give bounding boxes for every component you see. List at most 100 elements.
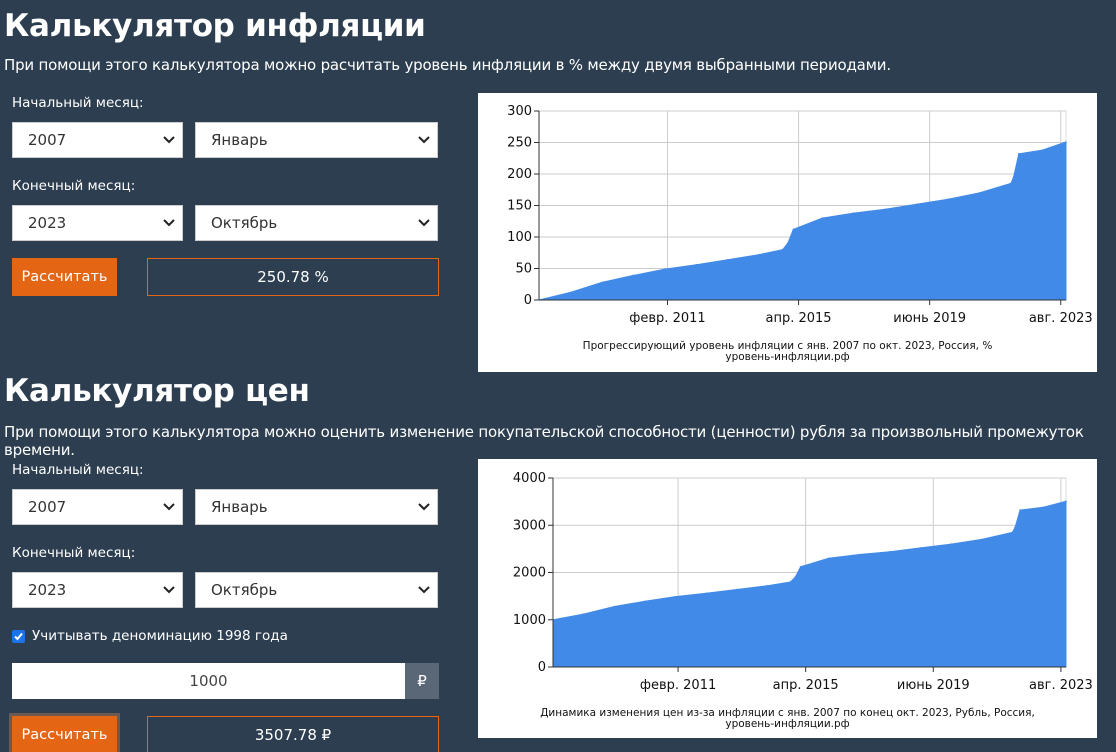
prices-calc-button[interactable]: Рассчитать <box>9 713 120 752</box>
y-tick-label: 250 <box>507 136 532 151</box>
inflation-end-month-value: Октябрь <box>211 214 278 232</box>
inflation-start-year-select[interactable]: 2007 <box>12 122 183 158</box>
inflation-end-label: Конечный месяц: <box>12 178 136 194</box>
y-tick-label: 50 <box>515 262 532 277</box>
prices-chart-caption-source: уровень-инфляции.рф <box>725 718 850 730</box>
data-point <box>1010 182 1012 185</box>
data-point <box>787 241 789 244</box>
chevron-down-icon <box>418 219 430 227</box>
inflation-start-month-select[interactable]: Январь <box>195 122 438 158</box>
prices-start-year-select[interactable]: 2007 <box>12 489 183 525</box>
inflation-end-month-select[interactable]: Октябрь <box>195 205 438 241</box>
data-point <box>799 566 802 568</box>
data-point <box>569 291 572 294</box>
prices-chart: 0 1000 2000 3000 4000 февр. 2011 апр. 2015 июнь… <box>478 459 1097 738</box>
x-tick-label: апр. 2015 <box>766 311 832 326</box>
prices-description: При помощи этого калькулятора можно оцен… <box>4 423 1084 459</box>
data-point <box>947 198 949 200</box>
y-tick-label: 4000 <box>513 471 546 486</box>
data-point <box>1014 526 1016 529</box>
prices-start-year-value: 2007 <box>28 498 67 516</box>
prices-end-year-value: 2023 <box>28 581 67 599</box>
data-point <box>852 212 855 214</box>
inflation-start-month-value: Январь <box>211 131 268 149</box>
data-point <box>601 281 603 284</box>
data-point <box>919 547 922 549</box>
inflation-start-year-value: 2007 <box>28 131 67 149</box>
prices-end-year-select[interactable]: 2023 <box>12 572 183 608</box>
prices-result: 3507.78 ₽ <box>147 716 439 752</box>
data-point <box>794 576 797 578</box>
inflation-start-label: Начальный месяц: <box>12 95 144 111</box>
y-tick-label: 0 <box>538 660 546 675</box>
x-tick-label: авг. 2023 <box>1029 678 1093 693</box>
x-tick-label: июнь 2019 <box>897 678 970 693</box>
y-tick-label: 0 <box>524 293 532 308</box>
prices-chart-caption: Динамика изменения цен из-за инфляции с … <box>478 708 1097 730</box>
chevron-down-icon <box>418 586 430 594</box>
x-tick-label: февр. 2011 <box>640 678 716 693</box>
series-area <box>538 141 1067 301</box>
y-tick-label: 300 <box>507 104 532 119</box>
inflation-chart-caption-source: уровень-инфляции.рф <box>725 351 850 363</box>
y-tick-label: 3000 <box>513 518 546 533</box>
prices-end-month-select[interactable]: Октябрь <box>195 572 438 608</box>
data-point <box>613 605 616 608</box>
data-point <box>1041 149 1044 151</box>
data-point <box>978 192 981 194</box>
data-point <box>632 274 635 277</box>
data-point <box>950 543 952 545</box>
data-point <box>1065 141 1067 143</box>
prices-chart-svg: 0 1000 2000 3000 4000 февр. 2011 апр. 2015 июнь… <box>513 471 1093 693</box>
data-point <box>644 600 646 603</box>
data-point <box>858 553 861 556</box>
inflation-calc-button[interactable]: Рассчитать <box>12 258 117 296</box>
amount-input[interactable]: 1000 <box>12 663 405 699</box>
inflation-end-year-select[interactable]: 2023 <box>12 205 183 241</box>
data-point <box>1065 500 1067 503</box>
data-point <box>758 253 760 256</box>
prices-start-month-value: Январь <box>211 498 268 516</box>
chevron-down-icon <box>163 136 175 144</box>
y-tick-label: 150 <box>507 199 532 214</box>
data-point <box>1042 506 1044 509</box>
x-tick-label: февр. 2011 <box>629 311 705 326</box>
inflation-description: При помощи этого калькулятора можно расч… <box>4 56 891 74</box>
data-point <box>766 584 769 587</box>
denomination-label: Учитывать деноминацию 1998 года <box>32 628 288 644</box>
data-point <box>582 613 585 615</box>
data-point <box>1018 153 1020 155</box>
prices-start-label: Начальный месяц: <box>12 462 144 478</box>
data-point <box>981 538 983 541</box>
inflation-chart-svg: 0 50 100 150 200 250 300 февр. 2011 апр. 2015 июн… <box>507 104 1093 326</box>
denomination-row[interactable]: Учитывать деноминацию 1998 года <box>12 628 288 644</box>
x-tick-label: июнь 2019 <box>893 311 966 326</box>
data-point <box>674 595 677 598</box>
data-point <box>789 581 792 583</box>
inflation-result: 250.78 % <box>147 258 439 296</box>
prices-end-label: Конечный месяц: <box>12 545 136 561</box>
checkmark-icon <box>14 632 23 640</box>
inflation-chart-caption-text: Прогрессирующий уровень инфляции с янв. … <box>582 340 993 352</box>
chevron-down-icon <box>418 136 430 144</box>
y-tick-label: 2000 <box>513 566 546 581</box>
prices-title: Калькулятор цен <box>4 373 310 409</box>
data-point <box>915 203 918 205</box>
denomination-checkbox[interactable] <box>12 629 25 643</box>
data-point <box>1019 509 1021 511</box>
data-point <box>889 550 891 553</box>
prices-start-month-select[interactable]: Январь <box>195 489 438 525</box>
y-tick-label: 200 <box>507 167 532 182</box>
data-point <box>884 208 886 211</box>
chevron-down-icon <box>418 503 430 511</box>
y-tick-label: 100 <box>507 230 532 245</box>
inflation-chart-caption: Прогрессирующий уровень инфляции с янв. … <box>478 341 1097 363</box>
data-point <box>792 228 795 231</box>
data-point <box>1012 176 1015 178</box>
y-tick-label: 1000 <box>513 613 546 628</box>
x-tick-label: авг. 2023 <box>1029 311 1093 326</box>
data-point <box>821 217 823 219</box>
data-point <box>782 248 784 251</box>
currency-addon: ₽ <box>405 663 439 699</box>
data-point <box>727 258 729 261</box>
